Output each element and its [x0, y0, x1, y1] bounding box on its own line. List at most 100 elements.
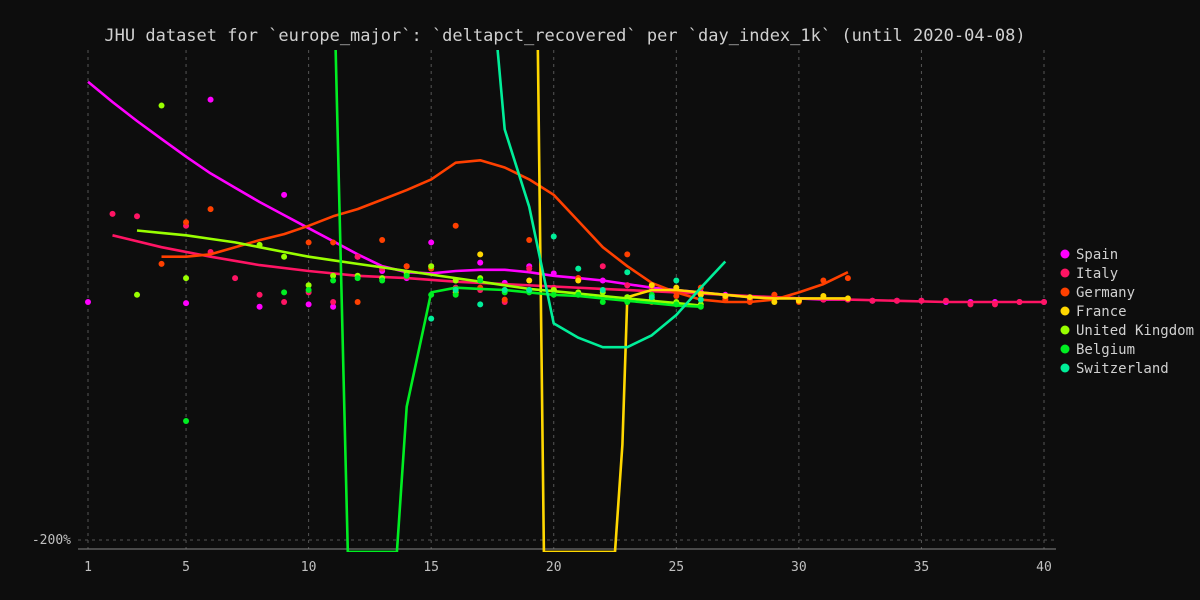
- legend-marker: [1060, 268, 1070, 278]
- data-point: [330, 298, 337, 305]
- data-point: [305, 282, 312, 289]
- data-point: [403, 272, 410, 279]
- data-point: [305, 239, 312, 246]
- data-point: [330, 272, 337, 279]
- series-france: [452, 50, 851, 552]
- data-point: [330, 303, 337, 310]
- legend-label: Spain: [1076, 247, 1118, 263]
- data-point: [183, 219, 190, 226]
- trend-line: [87, 80, 848, 301]
- data-point: [624, 282, 631, 289]
- series-united-kingdom: [134, 102, 704, 308]
- legend-item: Germany: [1060, 285, 1135, 301]
- data-point: [134, 213, 141, 220]
- legend-label: United Kingdom: [1076, 323, 1194, 339]
- legend-label: Italy: [1076, 266, 1118, 282]
- data-point: [305, 287, 312, 294]
- data-point: [281, 298, 288, 305]
- data-point: [599, 263, 606, 270]
- legend-label: Switzerland: [1076, 361, 1169, 377]
- x-tick-label: 10: [301, 560, 317, 575]
- data-point: [624, 251, 631, 258]
- trend-line: [536, 50, 848, 552]
- x-tick-label: 20: [546, 560, 562, 575]
- data-point: [85, 298, 91, 305]
- legend-item: Belgium: [1060, 342, 1135, 358]
- data-point: [477, 277, 484, 284]
- data-point: [452, 291, 459, 298]
- data-point: [771, 298, 778, 305]
- data-point: [697, 303, 704, 310]
- data-point: [158, 260, 165, 267]
- legend-item: Italy: [1060, 266, 1118, 282]
- data-point: [379, 237, 386, 244]
- legend: Spain Italy Germany France United Kingdom Bel…: [1060, 247, 1194, 377]
- data-point: [354, 275, 361, 282]
- data-point: [648, 294, 655, 301]
- data-point: [183, 417, 190, 424]
- x-tick-label: 1: [84, 560, 92, 575]
- data-point: [599, 298, 606, 305]
- data-point: [844, 275, 851, 282]
- data-point: [183, 275, 190, 282]
- legend-label: France: [1076, 304, 1127, 320]
- data-point: [477, 259, 484, 266]
- data-point: [354, 253, 361, 260]
- data-point: [256, 303, 263, 310]
- x-tick-label: 30: [791, 560, 807, 575]
- data-point: [575, 277, 582, 284]
- data-point: [354, 298, 361, 305]
- chart-title: JHU dataset for `europe_major`: `deltapc…: [104, 26, 1025, 46]
- x-tick-label: 35: [914, 560, 930, 575]
- data-point: [452, 287, 459, 294]
- x-tick-label: 15: [423, 560, 439, 575]
- series-switzerland: [428, 50, 727, 349]
- data-point: [281, 253, 288, 260]
- legend-marker: [1060, 287, 1070, 297]
- legend-item: Spain: [1060, 247, 1118, 263]
- data-point: [428, 263, 435, 270]
- data-point: [673, 293, 680, 299]
- x-tick-label: 25: [668, 560, 684, 575]
- data-point: [428, 315, 435, 322]
- legend-marker: [1060, 344, 1070, 354]
- data-point: [330, 239, 337, 246]
- data-point: [330, 277, 337, 284]
- legend-marker: [1060, 325, 1070, 335]
- legend-item: France: [1060, 304, 1127, 320]
- data-point: [526, 265, 533, 272]
- legend-label: Belgium: [1076, 342, 1135, 358]
- trend-line: [161, 159, 849, 304]
- data-point: [673, 277, 680, 284]
- x-axis: 1 5 10 15 20 25 30 35 40: [84, 560, 1052, 575]
- data-point: [599, 287, 606, 294]
- series-spain: [85, 80, 1047, 310]
- data-point: [550, 233, 557, 240]
- data-point: [501, 296, 508, 303]
- data-point: [183, 300, 190, 307]
- data-point: [526, 287, 533, 294]
- trend-line: [136, 229, 701, 307]
- data-point: [379, 277, 386, 284]
- legend-marker: [1060, 363, 1070, 373]
- data-point: [624, 269, 631, 276]
- legend-marker: [1060, 249, 1070, 259]
- legend-label: Germany: [1076, 285, 1135, 301]
- data-point: [134, 291, 141, 298]
- data-point: [648, 282, 655, 289]
- data-point: [526, 277, 533, 284]
- data-point: [207, 206, 214, 213]
- y-axis: -200%: [32, 533, 71, 548]
- data-point: [256, 291, 263, 298]
- data-point: [452, 222, 459, 229]
- data-point: [477, 251, 484, 258]
- data-point: [501, 287, 508, 294]
- plot-area: [85, 50, 1047, 552]
- data-point: [428, 239, 435, 246]
- data-point: [207, 96, 214, 103]
- x-tick-label: 40: [1036, 560, 1052, 575]
- data-point: [403, 263, 410, 270]
- y-tick-label: -200%: [32, 533, 71, 548]
- data-point: [158, 102, 165, 109]
